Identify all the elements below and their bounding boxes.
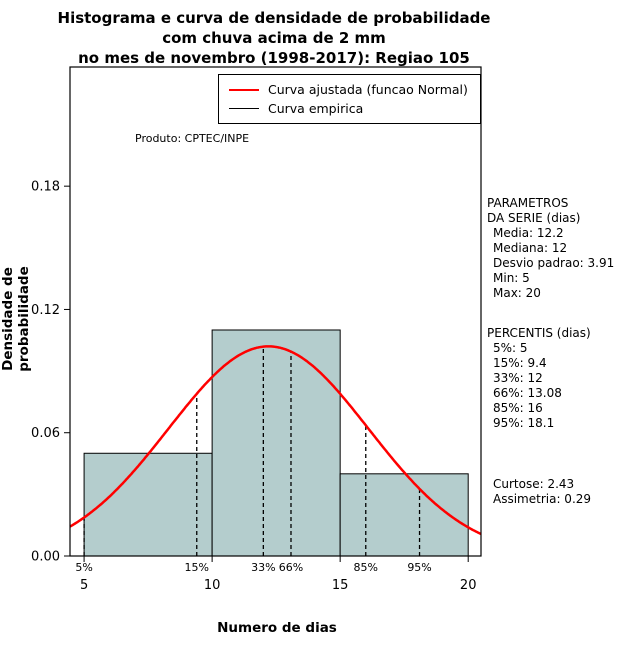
params-title-line1: PARAMETROS <box>487 196 569 210</box>
x-tick-label: 10 <box>204 578 221 593</box>
histogram-bar <box>83 452 213 557</box>
percentil-33: 33%: 12 <box>493 371 543 385</box>
percentil-66: 66%: 13.08 <box>493 386 562 400</box>
product-note: Produto: CPTEC/INPE <box>135 132 250 145</box>
fitted-curve-line-sample <box>229 88 259 91</box>
stat-min: Min: 5 <box>493 271 530 285</box>
y-tick-label: 0.18 <box>31 180 60 195</box>
chart-title: Histograma e curva de densidade de proba… <box>0 8 548 68</box>
x-axis-label: Numero de dias <box>217 620 337 636</box>
percentil-95: 95%: 18.1 <box>493 416 555 430</box>
percentis-title: PERCENTIS (dias) <box>487 326 591 340</box>
histogram-bar <box>211 329 341 557</box>
legend: Curva ajustada (funcao Normal) Curva emp… <box>218 74 481 124</box>
plot-border <box>69 66 482 557</box>
legend-label-fitted: Curva ajustada (funcao Normal) <box>268 82 468 97</box>
y-tick-label: 0.12 <box>31 303 60 318</box>
legend-item-empirical: Curva empirica <box>229 99 480 118</box>
chart-title-line3: no mes de novembro (1998-2017): Regiao 1… <box>78 49 470 67</box>
x-tick-label: 5 <box>80 578 88 593</box>
percentile-axis-label: 66% <box>279 561 303 574</box>
y-axis-label: Densidade de probabilidade <box>0 266 32 372</box>
percentile-axis-label: 5% <box>75 561 92 574</box>
y-tick-label: 0.00 <box>31 550 60 565</box>
x-tick-label: 20 <box>460 578 477 593</box>
fitted-normal-curve <box>69 345 482 536</box>
legend-item-fitted: Curva ajustada (funcao Normal) <box>229 80 480 99</box>
stat-media: Media: 12.2 <box>493 226 564 240</box>
params-title-line2: DA SERIE (dias) <box>487 211 581 225</box>
stat-mediana: Mediana: 12 <box>493 241 568 255</box>
chart-title-line1: Histograma e curva de densidade de proba… <box>57 9 491 27</box>
stat-desvio-padrao: Desvio padrao: 3.91 <box>493 256 615 270</box>
stat-max: Max: 20 <box>493 286 541 300</box>
percentile-axis-label: 95% <box>407 561 431 574</box>
x-tick-label: 15 <box>332 578 349 593</box>
percentil-85: 85%: 16 <box>493 401 543 415</box>
percentil-15: 15%: 9.4 <box>493 356 547 370</box>
legend-label-empirical: Curva empirica <box>268 101 364 116</box>
chart-title-line2: com chuva acima de 2 mm <box>162 29 386 47</box>
stats-panel: PARAMETROS DA SERIE (dias) Media: 12.2 M… <box>487 196 637 507</box>
empirical-curve-line-sample <box>229 108 259 109</box>
y-tick-label: 0.06 <box>31 426 60 441</box>
percentile-axis-label: 15% <box>185 561 209 574</box>
stat-curtose: Curtose: 2.43 <box>493 477 575 491</box>
percentil-5: 5%: 5 <box>493 341 528 355</box>
percentile-axis-label: 33% <box>251 561 275 574</box>
stat-assimetria: Assimetria: 0.29 <box>493 492 592 506</box>
percentile-axis-label: 85% <box>354 561 378 574</box>
